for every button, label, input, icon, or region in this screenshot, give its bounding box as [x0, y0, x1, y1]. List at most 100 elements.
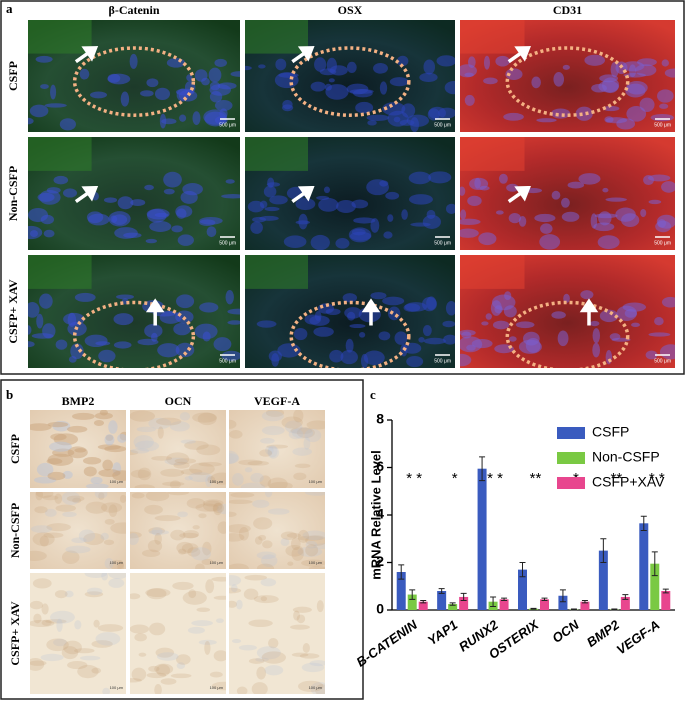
- scale-bar-label: 100 μm: [110, 685, 124, 690]
- tissue: [423, 59, 436, 75]
- tissue: [562, 64, 570, 70]
- micrograph: 500 μm: [28, 20, 240, 132]
- tissue: [615, 207, 636, 222]
- tissue: [247, 200, 265, 213]
- tissue: [217, 521, 226, 534]
- tissue: [28, 341, 35, 348]
- tissue: [264, 206, 280, 212]
- tissue: [299, 653, 320, 659]
- tissue: [561, 197, 570, 208]
- tissue: [116, 294, 134, 300]
- tissue: [216, 503, 226, 515]
- tissue: [28, 207, 49, 223]
- tissue: [230, 492, 255, 498]
- tissue: [198, 639, 217, 645]
- tissue: [34, 506, 48, 514]
- tissue: [53, 175, 69, 185]
- tissue: [104, 445, 126, 453]
- tissue: [422, 324, 432, 337]
- tissue: [293, 610, 300, 621]
- tissue: [108, 420, 118, 434]
- tissue: [55, 504, 76, 512]
- tissue: [201, 77, 210, 86]
- arrow: [507, 46, 531, 64]
- tissue: [40, 84, 49, 90]
- tissue: [29, 104, 49, 118]
- tissue: [267, 508, 290, 515]
- tissue: [172, 581, 194, 590]
- image-bg: [30, 573, 126, 694]
- bar: [639, 523, 649, 610]
- legend-label: CSFP: [592, 424, 629, 440]
- tissue: [355, 101, 374, 114]
- scale-bar-label: 100 μm: [110, 479, 124, 484]
- tissue: [177, 511, 188, 518]
- tissue: [229, 563, 249, 569]
- tissue: [229, 600, 238, 608]
- tissue: [130, 678, 142, 683]
- error-bar: [640, 515, 647, 531]
- tissue: [495, 210, 504, 215]
- tissue: [578, 173, 601, 185]
- tissue: [389, 77, 409, 87]
- tissue: [605, 350, 613, 365]
- image-content: 100 μm: [130, 573, 226, 694]
- tissue: [176, 541, 194, 554]
- tissue: [240, 482, 266, 488]
- tissue: [229, 575, 242, 586]
- tissue: [91, 640, 113, 648]
- tissue: [408, 171, 432, 185]
- muscle: [460, 137, 525, 171]
- tissue: [147, 539, 163, 553]
- tissue: [94, 492, 108, 499]
- defect-outline: [72, 300, 196, 368]
- tissue: [474, 177, 481, 189]
- tissue: [297, 546, 323, 557]
- tissue: [89, 91, 108, 99]
- significance: * *: [487, 470, 503, 487]
- defect-outline: [289, 46, 411, 117]
- scale-bar-label: 100 μm: [309, 479, 323, 484]
- tissue: [64, 590, 74, 598]
- tissue: [166, 58, 186, 68]
- column-header: CD31: [553, 3, 582, 17]
- tissue: [267, 445, 278, 458]
- scale-bar-label: 100 μm: [210, 560, 224, 565]
- tissue: [275, 58, 287, 71]
- tissue: [145, 588, 171, 598]
- tissue: [539, 234, 561, 250]
- tissue: [177, 234, 194, 246]
- error-bar: [651, 551, 658, 577]
- tissue: [129, 53, 138, 69]
- tissue: [563, 293, 570, 303]
- micrograph: 500 μm: [245, 137, 455, 250]
- tissue: [164, 457, 188, 466]
- tissue: [428, 171, 452, 184]
- tissue: [133, 435, 154, 449]
- tissue: [419, 72, 438, 82]
- tissue: [202, 541, 212, 556]
- muscle: [460, 255, 525, 289]
- tissue: [373, 62, 388, 74]
- tissue: [553, 71, 565, 87]
- tissue: [209, 81, 221, 91]
- tissue: [639, 97, 655, 112]
- tissue: [346, 83, 369, 95]
- tissue: [194, 323, 218, 340]
- tissue: [551, 108, 571, 119]
- tissue: [442, 320, 455, 328]
- tissue: [366, 114, 390, 122]
- tissue: [154, 87, 171, 101]
- tissue: [131, 667, 147, 682]
- tissue: [323, 186, 331, 194]
- tissue: [166, 452, 190, 466]
- tissue: [301, 662, 325, 673]
- tissue: [531, 76, 541, 89]
- legend-label: CSFP+XAV: [592, 474, 665, 490]
- tissue: [382, 102, 406, 116]
- tissue: [74, 292, 96, 302]
- tissue: [47, 471, 66, 481]
- tissue: [101, 573, 109, 581]
- significance: **: [530, 470, 542, 487]
- tissue: [253, 517, 273, 530]
